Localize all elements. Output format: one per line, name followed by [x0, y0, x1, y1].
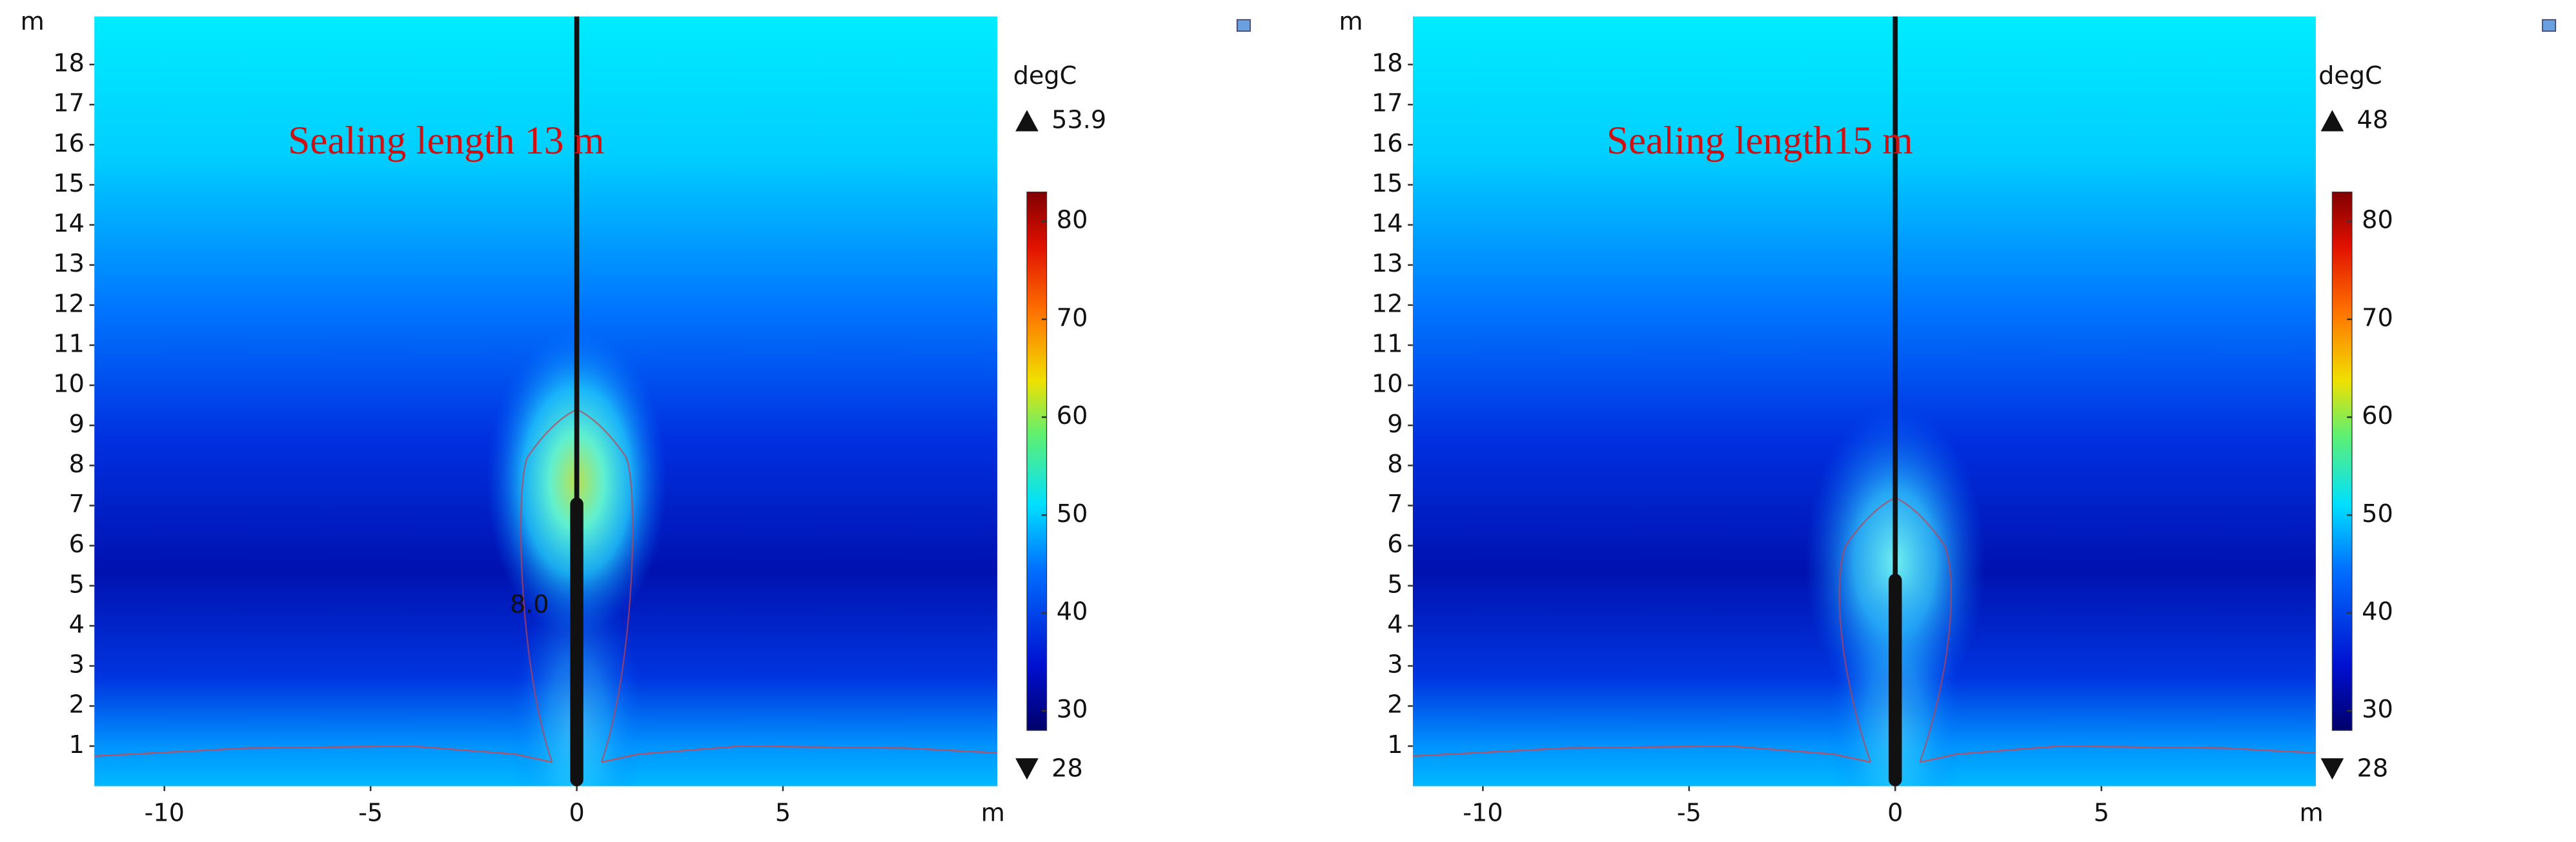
heatmap-area: [1412, 16, 2316, 787]
y-tick-label: 16: [53, 129, 85, 157]
y-axis-label: m: [1339, 7, 1363, 35]
colorbar-tick-label: 30: [1057, 695, 1088, 723]
colorbar-tick-label: 70: [2362, 303, 2393, 332]
x-axis-label: m: [2300, 798, 2324, 827]
y-tick-label: 12: [1372, 289, 1403, 317]
colorbar: [2331, 191, 2353, 731]
y-tick-label: 3: [69, 650, 85, 679]
colorbar: [1026, 191, 1048, 731]
x-tick-label: 0: [569, 798, 584, 827]
x-tick-label: 5: [2094, 798, 2109, 827]
colorbar-min: 28: [1051, 754, 1083, 783]
colorbar-tick-label: 40: [2362, 597, 2393, 625]
y-tick-label: 12: [53, 289, 85, 317]
y-tick-label: 11: [53, 329, 85, 357]
y-axis-label: m: [21, 7, 45, 35]
toolbar-icon: [2542, 19, 2557, 32]
y-tick-label: 18: [53, 49, 85, 77]
colorbar-tick-label: 80: [2362, 206, 2393, 234]
y-tick-label: 9: [1387, 410, 1403, 438]
x-tick-label: -10: [1463, 798, 1503, 827]
borehole-open-section: [570, 497, 583, 787]
colorbar-tick-label: 60: [2362, 401, 2393, 430]
y-tick-label: 2: [69, 690, 85, 719]
x-tick-label: -5: [358, 798, 383, 827]
y-tick-label: 4: [1387, 610, 1403, 638]
x-tick-label: 0: [1887, 798, 1903, 827]
contour-line: [1920, 745, 2316, 763]
y-tick-label: 10: [1372, 370, 1403, 398]
y-tick-label: 7: [69, 490, 85, 518]
contour-line: [94, 745, 553, 763]
y-tick-label: 4: [69, 610, 85, 638]
y-tick-label: 17: [1372, 89, 1403, 117]
y-tick-label: 9: [69, 410, 85, 438]
x-tick-label: -5: [1677, 798, 1701, 827]
y-tick-label: 6: [69, 530, 85, 558]
colorbar-tick-label: 70: [1057, 303, 1088, 332]
colorbar-tick-label: 30: [2362, 695, 2393, 723]
y-tick-label: 1: [1387, 730, 1403, 759]
x-tick-label: 5: [775, 798, 791, 827]
colorbar-max: 53.9: [1051, 106, 1106, 134]
colorbar-tick-label: 60: [1057, 401, 1088, 430]
plot-panel: Sealing length 13 m8.0mm1234567891011121…: [21, 7, 1251, 827]
y-tick-label: 1: [69, 730, 85, 759]
heatmap-area: [94, 16, 998, 787]
plot-panel: Sealing length15 mmm12345678910111213141…: [1339, 7, 2557, 827]
y-tick-label: 3: [1387, 650, 1403, 679]
borehole-open-section: [1889, 574, 1902, 787]
min-marker: [1015, 758, 1039, 780]
y-tick-label: 5: [69, 570, 85, 598]
max-marker: [2320, 110, 2344, 132]
colorbar-tick-label: 40: [1057, 597, 1088, 625]
y-tick-label: 18: [1372, 49, 1403, 77]
colorbar-unit: degC: [2318, 61, 2382, 90]
y-tick-label: 15: [53, 169, 85, 197]
toolbar-icon: [1236, 19, 1251, 32]
y-tick-label: 16: [1372, 129, 1403, 157]
y-tick-label: 14: [1372, 209, 1403, 237]
chart-title: Sealing length15 m: [1607, 119, 1913, 163]
contour-label: 8.0: [510, 590, 549, 618]
y-tick-label: 10: [53, 370, 85, 398]
y-tick-label: 2: [1387, 690, 1403, 719]
colorbar-tick-label: 80: [1057, 206, 1088, 234]
y-tick-label: 11: [1372, 329, 1403, 357]
contour-line: [601, 745, 998, 763]
y-tick-label: 13: [1372, 249, 1403, 277]
y-tick-label: 17: [53, 89, 85, 117]
y-tick-label: 8: [69, 450, 85, 478]
y-tick-label: 6: [1387, 530, 1403, 558]
colorbar-unit: degC: [1013, 61, 1077, 90]
colorbar-min: 28: [2357, 754, 2389, 783]
x-tick-label: -10: [145, 798, 185, 827]
y-tick-label: 7: [1387, 490, 1403, 518]
colorbar-tick-label: 50: [1057, 499, 1088, 528]
y-tick-label: 15: [1372, 169, 1403, 197]
max-marker: [1015, 110, 1039, 132]
x-axis-label: m: [981, 798, 1005, 827]
y-tick-label: 8: [1387, 450, 1403, 478]
colorbar-max: 48: [2357, 106, 2389, 134]
colorbar-tick-label: 50: [2362, 499, 2393, 528]
y-tick-label: 13: [53, 249, 85, 277]
chart-title: Sealing length 13 m: [288, 119, 604, 163]
y-tick-label: 5: [1387, 570, 1403, 598]
y-tick-label: 14: [53, 209, 85, 237]
contour-line: [1412, 745, 1871, 763]
min-marker: [2320, 758, 2344, 780]
